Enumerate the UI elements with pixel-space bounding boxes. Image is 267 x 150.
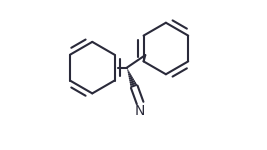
Text: N: N bbox=[135, 104, 145, 118]
